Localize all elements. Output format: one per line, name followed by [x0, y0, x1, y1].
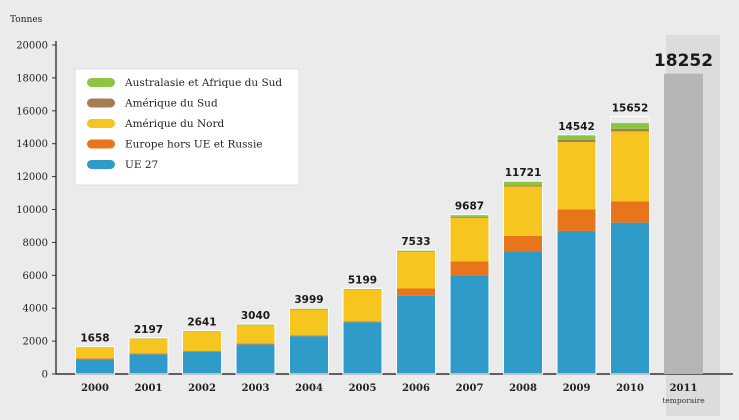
bar-segment — [557, 135, 596, 140]
y-tick-label: 20000 — [16, 41, 48, 52]
bar-segment — [76, 359, 115, 374]
bar-segment — [236, 325, 275, 343]
y-tick-label: 6000 — [23, 271, 48, 282]
bar-segment — [450, 217, 489, 218]
legend-swatch — [87, 140, 115, 149]
y-axis-label: Tonnes — [10, 15, 43, 25]
total-label: 14542 — [558, 121, 595, 133]
legend-label: UE 27 — [125, 159, 158, 171]
bar-segment — [450, 261, 489, 275]
bar-segment — [290, 335, 329, 336]
bar-segment — [557, 140, 596, 142]
y-tick-label: 16000 — [16, 106, 48, 117]
y-tick-label: 10000 — [16, 205, 48, 216]
bar-segment — [290, 336, 329, 374]
bar-segment — [76, 348, 115, 359]
bar-segment — [236, 344, 275, 374]
legend-swatch — [87, 119, 115, 128]
legend: Australasie et Afrique du Sud Amérique du… — [75, 69, 299, 185]
x-tick-label: 2010 — [616, 383, 644, 394]
bar-segment — [129, 354, 168, 374]
bar-segment — [504, 186, 543, 235]
total-label: 15652 — [612, 103, 649, 115]
bar-segment — [557, 231, 596, 374]
bar-segment — [611, 201, 650, 222]
bar-segment — [504, 181, 543, 185]
legend-swatch — [87, 99, 115, 108]
y-tick-label: 12000 — [16, 172, 48, 183]
bar-segment — [611, 129, 650, 131]
total-label: 2641 — [187, 317, 216, 329]
bar-segment — [129, 353, 168, 354]
bar-segment — [236, 344, 275, 345]
x-tick-label: 2003 — [242, 383, 270, 394]
bar-segment — [504, 236, 543, 252]
total-label: 3040 — [241, 310, 270, 322]
bar-total — [664, 74, 703, 374]
bar-segment — [397, 288, 436, 295]
bar-segment — [557, 142, 596, 209]
legend-label: Australasie et Afrique du Sud — [124, 77, 282, 89]
bar-segment — [183, 351, 222, 352]
x-tick-label: 2008 — [509, 383, 537, 394]
total-label: 18252 — [654, 51, 713, 71]
x-tick-label: 2000 — [81, 383, 109, 394]
legend-label: Amérique du Nord — [124, 118, 225, 130]
bar-segment — [183, 352, 222, 374]
x-tick-label: 2001 — [135, 383, 163, 394]
bar-segment — [290, 310, 329, 336]
bar-segment — [343, 321, 382, 322]
total-label: 2197 — [134, 324, 163, 336]
bar-segment — [611, 123, 650, 129]
x-tick-label: 2011 — [670, 383, 698, 394]
bar-segment — [343, 322, 382, 374]
bar-segment — [397, 251, 436, 252]
bar-segment — [343, 289, 382, 321]
legend-label: Amérique du Sud — [124, 98, 218, 110]
bar-segment — [504, 251, 543, 374]
bar-segment — [397, 296, 436, 374]
x-tick-label: 2006 — [402, 383, 430, 394]
total-label: 9687 — [455, 201, 484, 213]
bar-segment — [450, 275, 489, 374]
bar-segment — [557, 210, 596, 231]
bar-segment — [504, 185, 543, 186]
total-label: 1658 — [80, 333, 109, 345]
legend-swatch — [87, 78, 115, 87]
y-tick-label: 18000 — [16, 73, 48, 84]
total-label: 3999 — [294, 294, 323, 306]
total-label: 11721 — [505, 167, 542, 179]
x-tick-sublabel: temporaire — [662, 396, 705, 405]
y-tick-label: 2000 — [23, 337, 48, 348]
y-tick-label: 0 — [42, 370, 48, 381]
total-label: 7533 — [401, 236, 430, 248]
x-tick-label: 2005 — [349, 383, 377, 394]
bar-segment — [183, 332, 222, 351]
total-label: 5199 — [348, 274, 377, 286]
x-tick-label: 2004 — [295, 383, 323, 394]
x-tick-label: 2009 — [563, 383, 591, 394]
bar-segment — [450, 218, 489, 262]
bar-segment — [129, 339, 168, 354]
y-tick-label: 4000 — [23, 304, 48, 315]
bar-segment — [611, 223, 650, 374]
y-tick-label: 14000 — [16, 139, 48, 150]
bar-segment — [611, 131, 650, 201]
x-tick-label: 2002 — [188, 383, 216, 394]
bar-segment — [76, 358, 115, 359]
y-tick-label: 8000 — [23, 238, 48, 249]
x-tick-label: 2007 — [456, 383, 484, 394]
legend-swatch — [87, 160, 115, 169]
legend-label: Europe hors UE et Russie — [125, 139, 263, 151]
bar-segment — [397, 251, 436, 288]
